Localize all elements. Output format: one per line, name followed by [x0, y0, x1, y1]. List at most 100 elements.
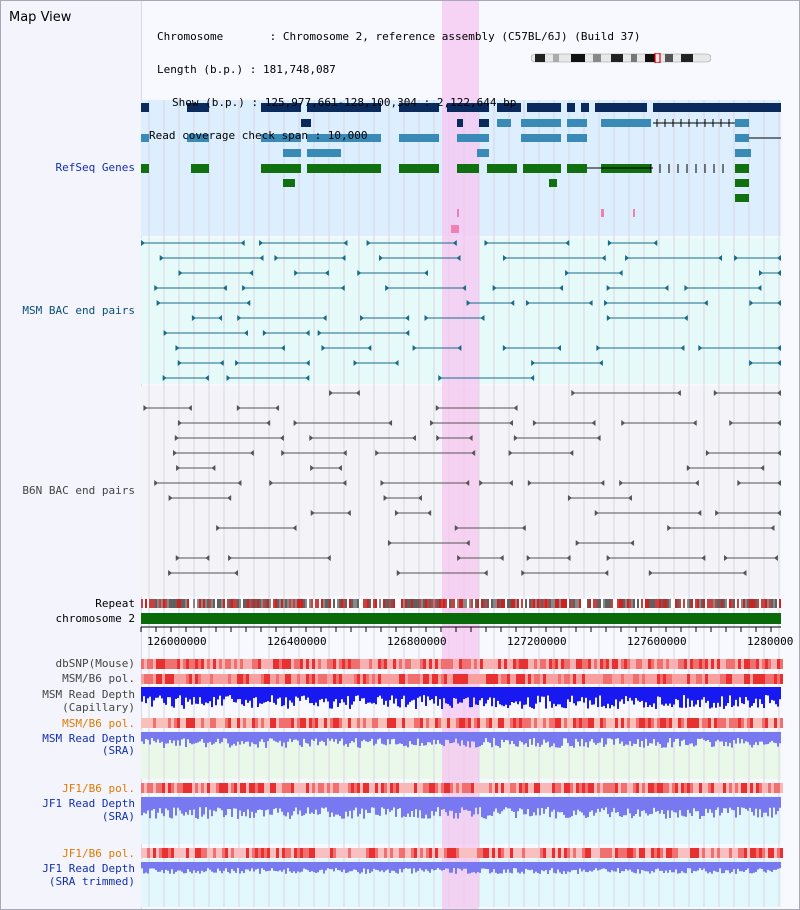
heat-cell: [696, 848, 699, 858]
depth-bar: [395, 687, 397, 699]
depth-bar: [589, 687, 591, 701]
heat-cell: [375, 659, 378, 669]
depth-bar: [145, 797, 147, 814]
repeat-segment: [479, 599, 481, 608]
heat-cell: [705, 659, 708, 669]
depth-bar: [143, 732, 145, 744]
depth-bar: [591, 862, 593, 872]
depth-bar: [463, 687, 465, 700]
jf1-b6-pol-heatmap[interactable]: [141, 783, 783, 793]
depth-bar: [495, 862, 497, 873]
gene-exon: [447, 103, 479, 112]
depth-bar: [697, 797, 699, 812]
msm-bac-end-pairs[interactable]: [141, 240, 781, 381]
depth-bar: [385, 797, 387, 815]
depth-bar: [765, 732, 767, 745]
repeat-segment: [277, 599, 279, 608]
depth-bar: [545, 862, 547, 871]
depth-bar: [667, 732, 669, 743]
repeat-track[interactable]: [141, 599, 781, 608]
heat-cell: [438, 718, 441, 728]
label-msm-depth-capillary: MSM Read Depth: [42, 688, 135, 701]
heat-cell: [639, 674, 642, 684]
depth-bar: [399, 687, 401, 708]
heat-cell: [384, 659, 387, 669]
bac-end-marker: [405, 330, 410, 336]
depth-bar: [247, 687, 249, 703]
depth-bar: [305, 862, 307, 870]
depth-bar: [407, 862, 409, 869]
depth-bar: [679, 732, 681, 747]
jf1-b6-pol-heatmap-2[interactable]: [141, 848, 783, 858]
depth-bar: [311, 732, 313, 740]
heat-cell: [612, 674, 615, 684]
heat-cell: [633, 848, 636, 858]
msm-depth-capillary-bars[interactable]: [141, 687, 781, 709]
depth-bar: [321, 732, 323, 741]
depth-bar: [149, 862, 151, 869]
bac-end-marker: [317, 330, 322, 336]
depth-bar: [479, 797, 481, 808]
repeat-segment: [353, 599, 355, 608]
heat-cell: [672, 659, 675, 669]
refseq-gene-features[interactable]: [141, 103, 781, 233]
depth-bar: [497, 732, 499, 747]
depth-bar: [709, 862, 711, 873]
highlight-region[interactable]: [442, 1, 479, 909]
heat-cell: [186, 659, 189, 669]
heat-cell: [600, 718, 603, 728]
chromosome-ideogram[interactable]: [531, 53, 711, 63]
repeat-segment: [585, 599, 587, 608]
msm-b6-pol-heatmap-2[interactable]: [141, 718, 783, 728]
heat-cell: [447, 674, 450, 684]
depth-bar: [585, 732, 587, 743]
heat-cell: [759, 783, 762, 793]
repeat-segment: [435, 599, 437, 608]
heat-cell: [357, 659, 360, 669]
depth-bar: [393, 862, 395, 871]
heat-cell: [195, 848, 198, 858]
depth-bar: [163, 687, 165, 703]
repeat-segment: [415, 599, 417, 608]
dbsnp-heatmap[interactable]: [141, 659, 783, 669]
depth-bar: [277, 687, 279, 699]
heat-cell: [330, 848, 333, 858]
depth-bar: [387, 797, 389, 809]
depth-bar: [445, 797, 447, 813]
b6n-bac-end-pairs[interactable]: [143, 390, 781, 576]
heat-cell: [360, 718, 363, 728]
repeat-segment: [323, 599, 325, 608]
msm-b6-pol-heatmap[interactable]: [141, 674, 783, 684]
depth-bar: [307, 687, 309, 698]
depth-bar: [171, 797, 173, 819]
depth-bar: [165, 687, 167, 705]
depth-bar: [763, 732, 765, 745]
heat-cell: [183, 783, 186, 793]
heat-cell: [690, 848, 693, 858]
repeat-segment: [409, 599, 411, 608]
repeat-segment: [751, 599, 753, 608]
depth-bar: [507, 862, 509, 870]
bac-end-marker: [692, 420, 697, 426]
depth-bar: [351, 687, 353, 705]
heat-cell: [552, 659, 555, 669]
depth-bar: [297, 862, 299, 872]
heat-cell: [579, 674, 582, 684]
msm-depth-sra-bars[interactable]: [141, 732, 781, 748]
jf1-depth-trimmed-bars[interactable]: [141, 862, 781, 874]
depth-bar: [687, 797, 689, 810]
repeat-segment: [145, 599, 147, 608]
chromosome-bar[interactable]: [141, 613, 781, 624]
bac-end-marker: [703, 300, 708, 306]
heat-cell: [507, 848, 510, 858]
depth-bar: [303, 732, 305, 739]
depth-bar: [413, 797, 415, 817]
heat-cell: [156, 783, 159, 793]
depth-bar: [663, 862, 665, 873]
heat-cell: [582, 674, 585, 684]
heat-cell: [285, 848, 288, 858]
jf1-depth-sra-bars[interactable]: [141, 797, 781, 819]
depth-bar: [579, 687, 581, 702]
depth-bar: [739, 862, 741, 872]
